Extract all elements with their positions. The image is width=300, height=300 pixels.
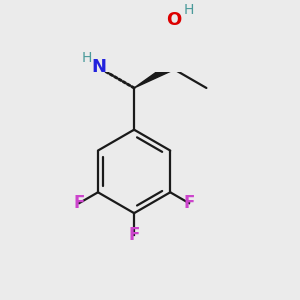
Text: H: H (82, 51, 92, 65)
Text: N: N (92, 58, 106, 76)
Text: F: F (74, 194, 85, 212)
Text: H: H (184, 3, 194, 16)
Polygon shape (170, 27, 177, 67)
Text: O: O (166, 11, 181, 29)
Text: F: F (183, 194, 195, 212)
Polygon shape (134, 64, 172, 88)
Text: F: F (128, 226, 140, 244)
